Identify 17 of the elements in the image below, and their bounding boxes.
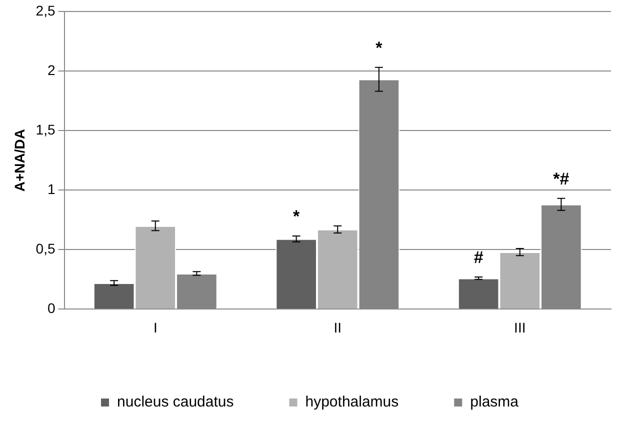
y-tick-label: 2,5	[36, 2, 56, 18]
legend-label: plasma	[470, 394, 520, 411]
data-label: *	[293, 207, 300, 226]
data-label: *#	[553, 170, 570, 189]
legend-label: hypothalamus	[305, 394, 399, 411]
y-tick-label: 0,5	[36, 240, 56, 256]
y-tick-label: 2	[47, 62, 56, 78]
x-tick-label: II	[334, 319, 342, 336]
x-tick-label: I	[153, 319, 158, 336]
y-tick-label: 1	[47, 180, 56, 197]
y-axis-title: A+NA/DA	[11, 128, 28, 192]
legend-label: nucleus caudatus	[117, 394, 234, 411]
y-tick-label: 1,5	[36, 121, 56, 138]
x-tick-label: III	[514, 319, 526, 336]
data-label: *	[376, 38, 383, 58]
data-label: #	[474, 248, 484, 268]
y-tick-label: 0	[47, 300, 56, 316]
